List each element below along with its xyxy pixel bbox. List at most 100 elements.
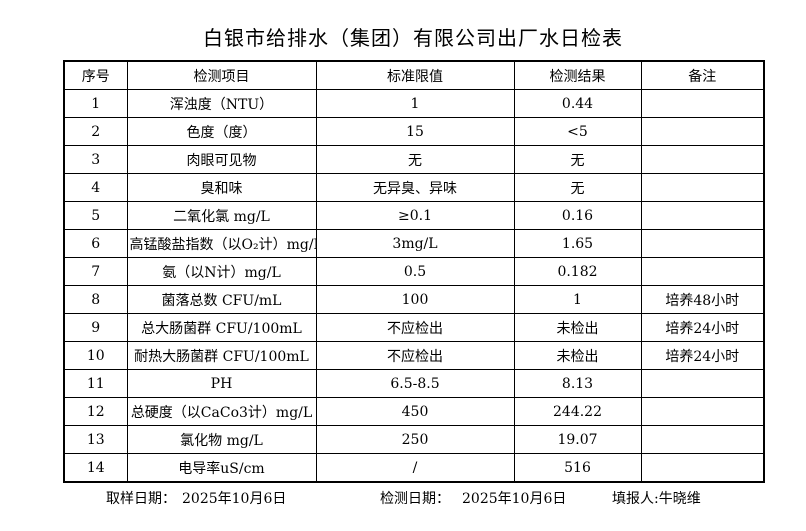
- cell-no: 12: [63, 397, 128, 426]
- cell-result: 无: [513, 173, 642, 202]
- cell-limit: 0.5: [315, 257, 515, 286]
- cell-no: 14: [63, 453, 128, 483]
- cell-remark: [640, 397, 765, 426]
- cell-result: 516: [513, 453, 642, 483]
- cell-limit: /: [315, 453, 515, 483]
- sample-date-label: 取样日期：: [106, 491, 176, 507]
- cell-result: 未检出: [513, 313, 642, 342]
- table-row: 5 二氧化氯 mg/L ≥0.1 0.16: [63, 201, 765, 230]
- inspection-table: 序号 检测项目 标准限值 检测结果 备注 1 浑浊度（NTU） 1 0.44 2…: [63, 60, 765, 483]
- cell-item: 色度（度）: [126, 117, 317, 146]
- table-row: 8 菌落总数 CFU/mL 100 1 培养48小时: [63, 285, 765, 314]
- cell-no: 3: [63, 145, 128, 174]
- cell-item: 菌落总数 CFU/mL: [126, 285, 317, 314]
- table-row: 10 耐热大肠菌群 CFU/100mL 不应检出 未检出 培养24小时: [63, 341, 765, 370]
- table-row: 9 总大肠菌群 CFU/100mL 不应检出 未检出 培养24小时: [63, 313, 765, 342]
- cell-item: 氨（以N计）mg/L: [126, 257, 317, 286]
- cell-item: 浑浊度（NTU）: [126, 89, 317, 118]
- cell-no: 8: [63, 285, 128, 314]
- sample-date: 取样日期： 2025年10月6日: [106, 488, 286, 508]
- cell-limit: ≥0.1: [315, 201, 515, 230]
- cell-no: 2: [63, 117, 128, 146]
- header-row: 序号 检测项目 标准限值 检测结果 备注: [63, 60, 765, 90]
- cell-no: 6: [63, 229, 128, 258]
- cell-limit: 不应检出: [315, 341, 515, 370]
- cell-result: <5: [513, 117, 642, 146]
- cell-item: 二氧化氯 mg/L: [126, 201, 317, 230]
- col-header-no: 序号: [63, 60, 128, 90]
- cell-remark: 培养24小时: [640, 341, 765, 370]
- cell-remark: [640, 173, 765, 202]
- col-header-item: 检测项目: [126, 60, 317, 90]
- cell-remark: [640, 117, 765, 146]
- reporter-value: 牛晓维: [658, 491, 701, 507]
- table-row: 2 色度（度） 15 <5: [63, 117, 765, 146]
- cell-remark: [640, 453, 765, 483]
- cell-no: 4: [63, 173, 128, 202]
- cell-item: 总大肠菌群 CFU/100mL: [126, 313, 317, 342]
- cell-remark: [640, 369, 765, 398]
- sample-date-value: 2025年10月6日: [182, 491, 287, 507]
- cell-no: 10: [63, 341, 128, 370]
- cell-result: 8.13: [513, 369, 642, 398]
- cell-item: 臭和味: [126, 173, 317, 202]
- cell-item: 总硬度（以CaCo3计）mg/L: [126, 397, 317, 426]
- table-row: 4 臭和味 无异臭、异味 无: [63, 173, 765, 202]
- reporter: 填报人:牛晓维: [612, 488, 701, 508]
- cell-item: 氯化物 mg/L: [126, 425, 317, 454]
- cell-result: 19.07: [513, 425, 642, 454]
- cell-remark: [640, 425, 765, 454]
- cell-no: 11: [63, 369, 128, 398]
- cell-limit: 3mg/L: [315, 229, 515, 258]
- cell-limit: 无异臭、异味: [315, 173, 515, 202]
- cell-result: 0.44: [513, 89, 642, 118]
- cell-result: 0.16: [513, 201, 642, 230]
- cell-limit: 不应检出: [315, 313, 515, 342]
- page-title: 白银市给排水（集团）有限公司出厂水日检表: [203, 26, 623, 50]
- cell-remark: 培养48小时: [640, 285, 765, 314]
- reporter-label: 填报人:: [612, 491, 659, 507]
- cell-limit: 6.5-8.5: [315, 369, 515, 398]
- cell-no: 5: [63, 201, 128, 230]
- cell-no: 7: [63, 257, 128, 286]
- cell-item: 肉眼可见物: [126, 145, 317, 174]
- cell-limit: 450: [315, 397, 515, 426]
- test-date-label: 检测日期：: [380, 491, 450, 507]
- cell-remark: 培养24小时: [640, 313, 765, 342]
- table-row: 12 总硬度（以CaCo3计）mg/L 450 244.22: [63, 397, 765, 426]
- cell-limit: 100: [315, 285, 515, 314]
- table-row: 3 肉眼可见物 无 无: [63, 145, 765, 174]
- cell-result: 1.65: [513, 229, 642, 258]
- col-header-result: 检测结果: [513, 60, 642, 90]
- cell-no: 9: [63, 313, 128, 342]
- cell-no: 1: [63, 89, 128, 118]
- cell-limit: 15: [315, 117, 515, 146]
- table-row: 11 PH 6.5-8.5 8.13: [63, 369, 765, 398]
- cell-remark: [640, 229, 765, 258]
- cell-item: PH: [126, 369, 317, 398]
- cell-item: 电导率uS/cm: [126, 453, 317, 483]
- col-header-remark: 备注: [640, 60, 765, 90]
- test-date: 检测日期： 2025年10月6日: [380, 488, 566, 508]
- cell-result: 244.22: [513, 397, 642, 426]
- cell-remark: [640, 89, 765, 118]
- footer: 取样日期： 2025年10月6日 检测日期： 2025年10月6日 填报人:牛晓维: [0, 488, 806, 508]
- cell-limit: 无: [315, 145, 515, 174]
- cell-remark: [640, 257, 765, 286]
- table-row: 6 高锰酸盐指数（以O₂计）mg/L 3mg/L 1.65: [63, 229, 765, 258]
- cell-limit: 250: [315, 425, 515, 454]
- cell-item: 高锰酸盐指数（以O₂计）mg/L: [126, 229, 317, 258]
- table-row: 7 氨（以N计）mg/L 0.5 0.182: [63, 257, 765, 286]
- table-row: 13 氯化物 mg/L 250 19.07: [63, 425, 765, 454]
- cell-result: 1: [513, 285, 642, 314]
- cell-no: 13: [63, 425, 128, 454]
- table-row: 1 浑浊度（NTU） 1 0.44: [63, 89, 765, 118]
- col-header-limit: 标准限值: [315, 60, 515, 90]
- cell-remark: [640, 201, 765, 230]
- cell-result: 未检出: [513, 341, 642, 370]
- cell-result: 无: [513, 145, 642, 174]
- cell-remark: [640, 145, 765, 174]
- test-date-value: 2025年10月6日: [462, 491, 567, 507]
- cell-result: 0.182: [513, 257, 642, 286]
